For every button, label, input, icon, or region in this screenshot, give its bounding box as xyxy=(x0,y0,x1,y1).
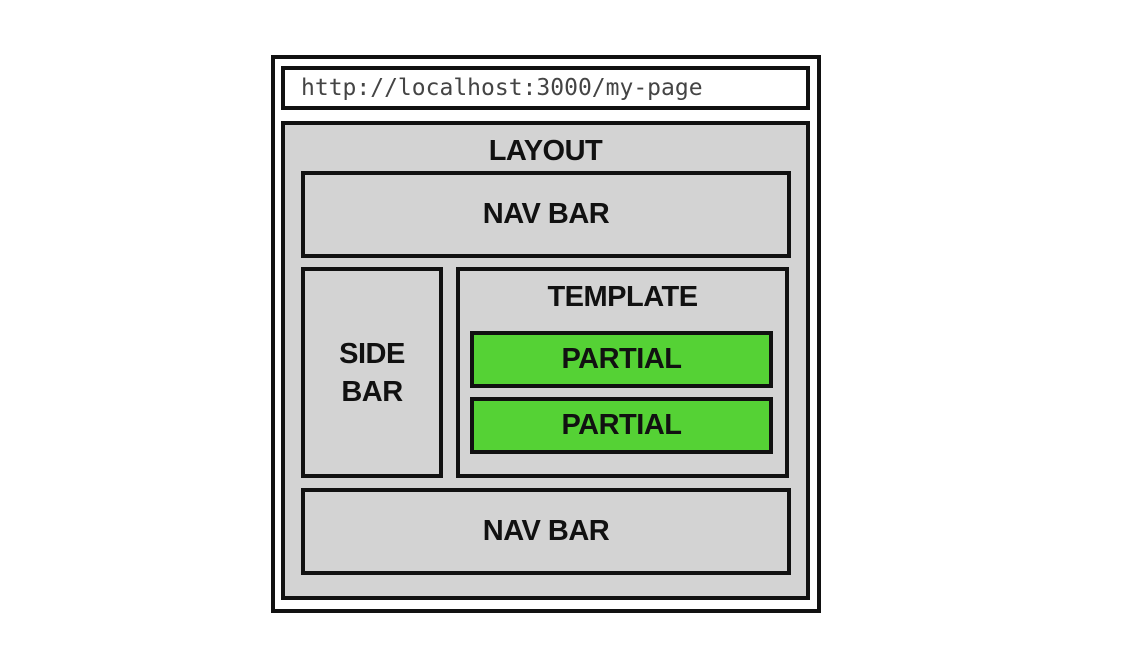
nav-bar-top-label: NAV BAR xyxy=(482,198,610,230)
partial-1: PARTIAL xyxy=(470,331,773,388)
template-title: TEMPLATE xyxy=(547,281,698,313)
side-bar-label-line-2: BAR xyxy=(341,375,403,408)
partial-2-label: PARTIAL xyxy=(561,409,682,441)
nav-bar-bottom: NAV BAR xyxy=(301,488,791,575)
partial-2: PARTIAL xyxy=(470,397,773,454)
side-bar-label-line-1: SIDE xyxy=(339,337,405,370)
partial-1-label: PARTIAL xyxy=(561,343,682,375)
side-bar-label: SIDE BAR xyxy=(339,335,405,411)
nav-bar-bottom-label: NAV BAR xyxy=(482,515,610,547)
url-bar[interactable]: http://localhost:3000/my-page xyxy=(281,66,810,110)
side-bar: SIDE BAR xyxy=(301,267,443,478)
layout-title: LAYOUT xyxy=(488,135,603,167)
nav-bar-top: NAV BAR xyxy=(301,171,791,258)
